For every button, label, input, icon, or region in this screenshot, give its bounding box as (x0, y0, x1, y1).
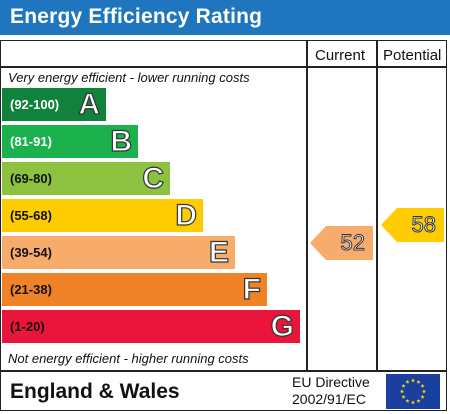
potential-column-header: Potential (383, 47, 442, 64)
eu-star-icon (410, 400, 416, 405)
page-title: Energy Efficiency Rating (10, 5, 263, 28)
column-divider-potential (376, 40, 378, 371)
band-letter: C (142, 161, 165, 195)
band-letter: E (208, 235, 229, 269)
current-rating-value: 52 (340, 230, 366, 256)
band-b: (81-91) B (2, 124, 138, 159)
eu-directive-line2: 2002/91/EC (292, 391, 366, 407)
eu-directive-label: EU Directive 2002/91/EC (292, 374, 370, 408)
band-letter: D (175, 198, 198, 232)
band-range: (21-38) (10, 282, 52, 297)
band-letter: A (78, 87, 101, 121)
eu-star-icon (401, 383, 406, 388)
eu-star-icon (416, 398, 421, 403)
band-c: (69-80) C (2, 161, 170, 196)
band-range: (55-68) (10, 208, 52, 223)
eu-star-icon (421, 389, 427, 394)
band-range: (81-91) (10, 134, 52, 149)
footer-divider (0, 370, 447, 372)
band-range: (1-20) (10, 319, 45, 334)
band-letter: G (270, 309, 295, 343)
band-range: (69-80) (10, 171, 52, 186)
column-divider-current (306, 40, 308, 371)
eu-flag-icon (386, 374, 440, 409)
band-a: (92-100) A (2, 87, 106, 122)
eu-star-icon (410, 378, 416, 383)
band-e: (39-54) E (2, 235, 235, 270)
eu-star-icon (405, 379, 410, 384)
potential-rating-value: 58 (411, 212, 437, 238)
band-g: (1-20) G (2, 309, 300, 344)
current-column-header: Current (315, 47, 366, 64)
eu-star-icon (416, 379, 421, 384)
eu-star-icon (401, 394, 406, 399)
band-f: (21-38) F (2, 272, 267, 307)
inefficient-note: Not energy efficient - higher running co… (8, 351, 249, 366)
eu-stars-icon (399, 378, 427, 405)
chart-frame (0, 40, 447, 411)
title-bar: Energy Efficiency Rating (0, 0, 450, 35)
band-letter: F (242, 272, 262, 306)
efficient-note: Very energy efficient - lower running co… (8, 70, 250, 85)
band-range: (39-54) (10, 245, 52, 260)
band-range: (92-100) (10, 97, 60, 112)
band-d: (55-68) D (2, 198, 203, 233)
band-letter: B (110, 124, 133, 158)
eu-star-icon (420, 383, 425, 388)
eu-directive-line1: EU Directive (292, 374, 370, 390)
eu-star-icon (399, 389, 405, 394)
eu-star-icon (420, 394, 425, 399)
header-divider (0, 66, 447, 68)
footer-region-label: England & Wales (10, 380, 180, 403)
eu-star-icon (405, 398, 410, 403)
